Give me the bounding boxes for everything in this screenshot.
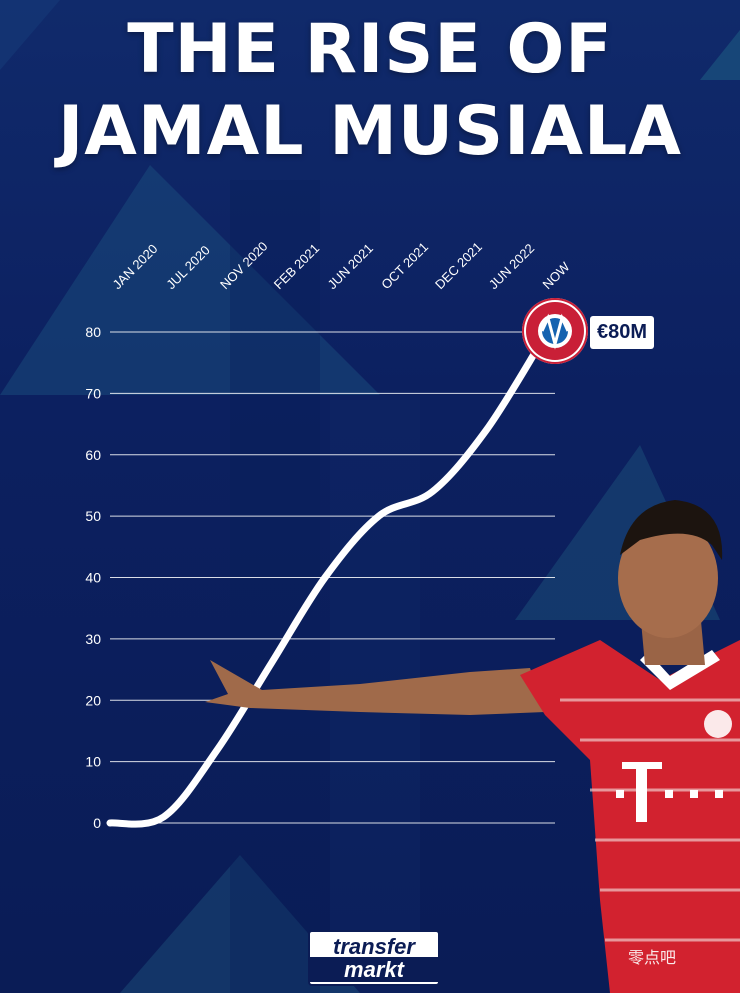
y-tick-label: 20 [85, 692, 101, 708]
data-point [432, 491, 433, 493]
data-point [270, 662, 272, 664]
y-tick-label: 0 [93, 815, 101, 831]
y-tick-label: 70 [85, 385, 101, 401]
club-crest [522, 298, 588, 364]
data-point [163, 816, 165, 818]
data-point [378, 515, 380, 517]
brand-line-2: markt [310, 957, 438, 982]
title-line-2: JAMAL MUSIALA [58, 92, 682, 171]
transfermarkt-logo: transfer markt [308, 930, 440, 986]
y-tick-label: 30 [85, 631, 101, 647]
y-tick-label: 40 [85, 570, 101, 586]
data-point [485, 429, 487, 431]
brand-line-1: transfer [333, 934, 415, 959]
data-point [324, 577, 326, 578]
data-point [217, 748, 218, 750]
y-tick-label: 80 [85, 324, 101, 340]
y-tick-label: 60 [85, 447, 101, 463]
watermark: 零点吧 [628, 948, 677, 967]
title-line-1: THE RISE OF [127, 10, 613, 89]
value-label: €80M [590, 316, 655, 349]
y-tick-label: 10 [85, 754, 101, 770]
y-tick-label: 50 [85, 508, 101, 524]
fc-bayern-icon [526, 302, 584, 360]
data-point [109, 822, 111, 824]
